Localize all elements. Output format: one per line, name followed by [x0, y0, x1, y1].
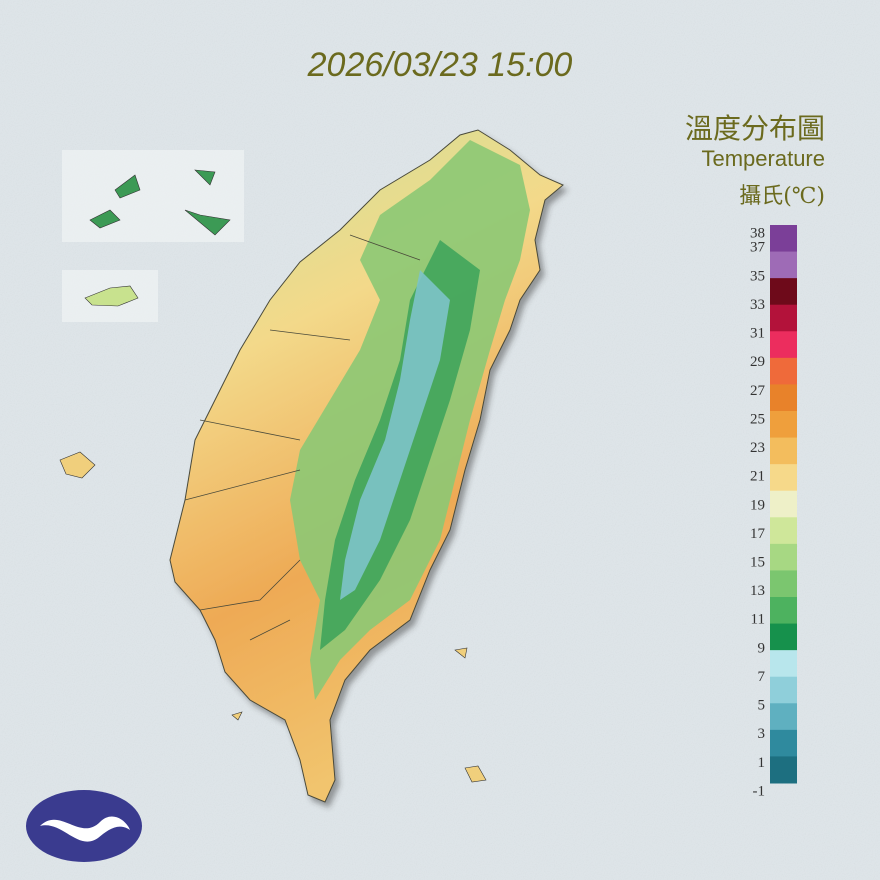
legend-label: 1	[758, 755, 766, 771]
color-band	[770, 543, 797, 571]
legend-label: 17	[750, 526, 766, 542]
color-band	[770, 225, 797, 253]
color-band	[770, 650, 797, 678]
color-band	[770, 676, 797, 704]
legend-label: 25	[750, 411, 765, 427]
color-band	[770, 437, 797, 465]
legend-label: 13	[750, 583, 765, 599]
legend-label: -1	[753, 783, 766, 799]
legend-label: 33	[750, 297, 765, 313]
color-band	[770, 756, 797, 784]
legend-label: 3	[758, 726, 766, 742]
legend-unit: 攝氏(℃)	[739, 184, 825, 209]
logo	[26, 790, 142, 862]
color-band	[770, 623, 797, 651]
color-band	[770, 251, 797, 279]
color-band	[770, 517, 797, 545]
legend: 溫度分布圖 Temperature 攝氏(℃) 3837353331292725…	[685, 112, 825, 799]
color-band	[770, 411, 797, 439]
color-band	[770, 464, 797, 492]
legend-label: 35	[750, 268, 765, 284]
legend-label: 11	[751, 612, 765, 628]
islands	[59, 150, 487, 783]
legend-label: 5	[758, 698, 766, 714]
color-band	[770, 384, 797, 412]
legend-label: 15	[750, 555, 765, 571]
color-band	[770, 597, 797, 625]
legend-label: 9	[758, 640, 766, 656]
legend-label: 7	[758, 669, 766, 685]
timestamp: 2026/03/23 15:00	[307, 46, 573, 84]
color-band	[770, 729, 797, 757]
color-band	[770, 304, 797, 332]
taiwan	[169, 129, 564, 803]
color-band	[770, 357, 797, 385]
legend-label: 19	[750, 497, 765, 513]
legend-label: 31	[750, 326, 765, 342]
color-band	[770, 490, 797, 518]
legend-title: 溫度分布圖	[685, 112, 825, 145]
legend-label: 27	[750, 383, 766, 399]
legend-label: 29	[750, 354, 765, 370]
color-band	[770, 331, 797, 359]
legend-subtitle: Temperature	[701, 146, 825, 171]
color-band	[770, 278, 797, 306]
legend-label: 38	[750, 225, 765, 241]
color-band	[770, 570, 797, 598]
legend-label: 37	[750, 240, 766, 256]
color-band	[770, 703, 797, 731]
legend-label: 21	[750, 469, 765, 485]
legend-label: 23	[750, 440, 765, 456]
